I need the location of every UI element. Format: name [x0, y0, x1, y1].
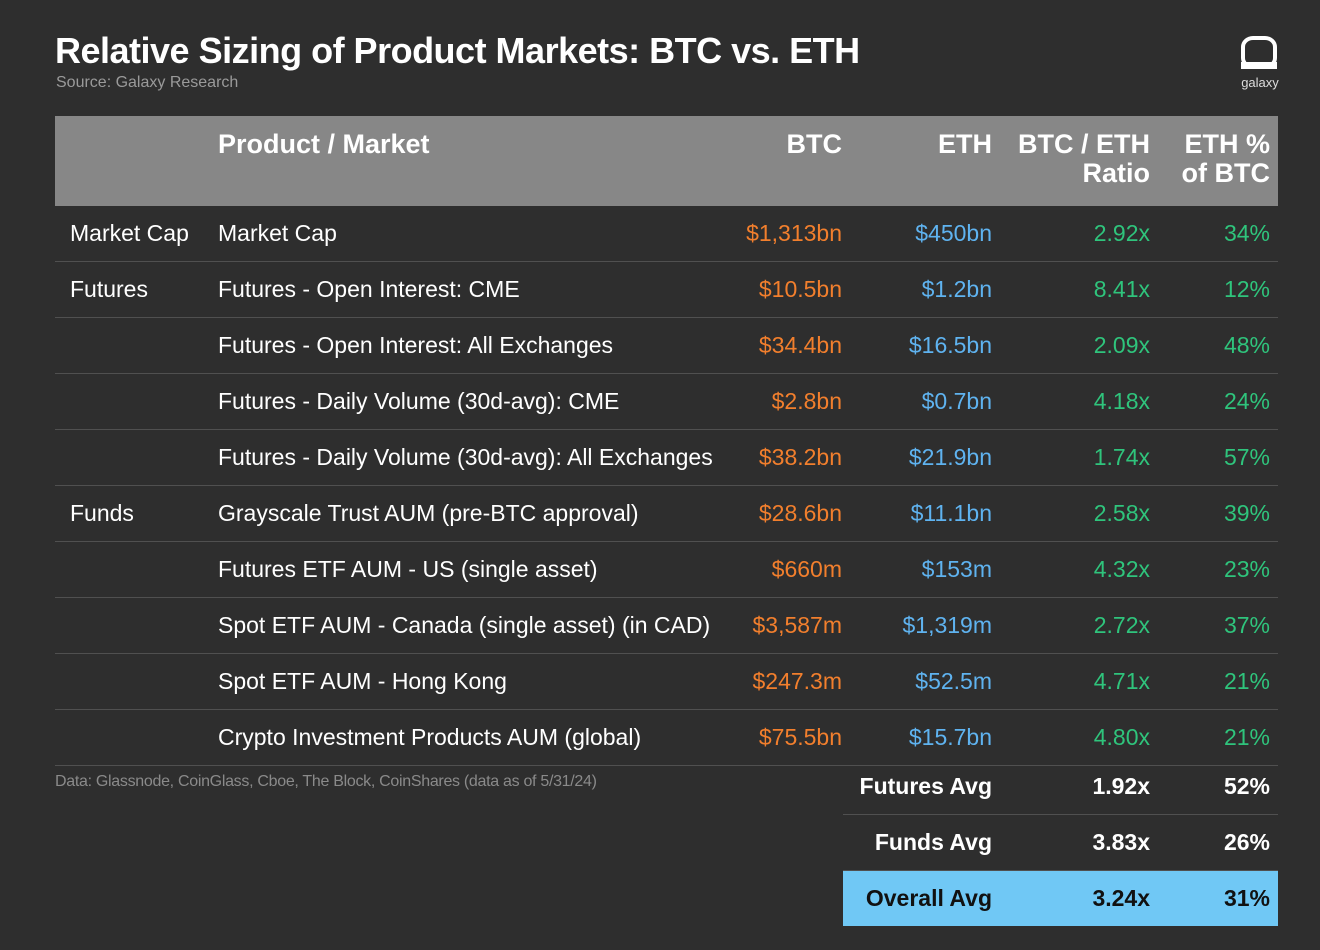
- table-row: Futures - Daily Volume (30d-avg): CME $2.…: [55, 374, 1278, 430]
- row-pct-value: 12%: [1223, 276, 1270, 302]
- row-btc-value: $75.5bn: [758, 724, 842, 750]
- average-ratio: 3.24x: [1092, 885, 1150, 911]
- row-ratio-value: 8.41x: [1093, 276, 1150, 302]
- table-row: Futures - Open Interest: All Exchanges $3…: [55, 318, 1278, 374]
- average-label: Futures Avg: [859, 773, 992, 799]
- row-product: Futures ETF AUM - US (single asset): [218, 556, 598, 582]
- row-pct-value: 21%: [1223, 724, 1270, 750]
- row-ratio-value: 4.80x: [1093, 724, 1150, 750]
- row-btc-value: $34.4bn: [758, 332, 842, 358]
- header-ratio-line2: Ratio: [1082, 158, 1151, 188]
- table-row: Spot ETF AUM - Hong Kong $247.3m $52.5m 4.7…: [55, 654, 1278, 710]
- row-btc-value: $2.8bn: [771, 388, 842, 414]
- galaxy-logo: galaxy: [1236, 34, 1284, 94]
- row-category: Futures: [70, 276, 148, 302]
- galaxy-logo-text: galaxy: [1241, 75, 1279, 90]
- row-pct-value: 24%: [1223, 388, 1270, 414]
- row-product: Market Cap: [218, 220, 337, 246]
- row-product: Futures - Daily Volume (30d-avg): CME: [218, 388, 620, 414]
- row-ratio-value: 2.09x: [1093, 332, 1150, 358]
- row-btc-value: $28.6bn: [758, 500, 842, 526]
- row-pct-value: 23%: [1223, 556, 1270, 582]
- header-pct: ETH % of BTC: [1182, 130, 1270, 188]
- table-row: Spot ETF AUM - Canada (single asset) (in…: [55, 598, 1278, 654]
- row-category: Market Cap: [70, 220, 189, 246]
- page-title: Relative Sizing of Product Markets: BTC …: [55, 30, 860, 71]
- table-row: Funds Grayscale Trust AUM (pre-BTC approv…: [55, 486, 1278, 542]
- header-btc: BTC: [786, 129, 843, 159]
- galaxy-logo-icon: [1241, 36, 1277, 69]
- table-row: Market Cap Market Cap $1,313bn $450bn 2.92x 3…: [55, 206, 1278, 262]
- row-eth-value: $52.5m: [915, 668, 992, 694]
- table-row: Futures ETF AUM - US (single asset) $660m…: [55, 542, 1278, 598]
- row-ratio-value: 4.71x: [1093, 668, 1150, 694]
- row-eth-value: $21.9bn: [908, 444, 992, 470]
- average-ratio: 1.92x: [1092, 773, 1150, 799]
- row-product: Spot ETF AUM - Canada (single asset) (in…: [218, 612, 711, 638]
- average-pct: 26%: [1223, 829, 1270, 855]
- row-eth-value: $1,319m: [902, 612, 992, 638]
- average-ratio: 3.83x: [1092, 829, 1150, 855]
- row-pct-value: 37%: [1223, 612, 1270, 638]
- average-label: Overall Avg: [865, 885, 992, 911]
- row-pct-value: 48%: [1223, 332, 1270, 358]
- row-pct-value: 57%: [1223, 444, 1270, 470]
- row-btc-value: $38.2bn: [758, 444, 842, 470]
- row-ratio-value: 1.74x: [1093, 444, 1150, 470]
- row-btc-value: $660m: [771, 556, 842, 582]
- row-btc-value: $1,313bn: [746, 220, 842, 246]
- table-row: Futures - Daily Volume (30d-avg): All Ex…: [55, 430, 1278, 486]
- comparison-table: Product / Market BTC ETH BTC / ETH Ratio…: [55, 116, 1278, 766]
- row-eth-value: $450bn: [915, 220, 992, 246]
- row-category: Funds: [70, 500, 134, 526]
- row-ratio-value: 2.58x: [1093, 500, 1150, 526]
- row-eth-value: $153m: [921, 556, 992, 582]
- table-body: Market Cap Market Cap $1,313bn $450bn 2.92x 3…: [55, 206, 1278, 766]
- average-row: Funds Avg 3.83x 26%: [843, 815, 1278, 871]
- row-pct-value: 34%: [1223, 220, 1270, 246]
- row-ratio-value: 4.32x: [1093, 556, 1150, 582]
- row-eth-value: $15.7bn: [908, 724, 992, 750]
- row-product: Futures - Open Interest: All Exchanges: [218, 332, 614, 358]
- row-product: Spot ETF AUM - Hong Kong: [218, 668, 507, 694]
- row-btc-value: $247.3m: [752, 668, 842, 694]
- row-ratio-value: 4.18x: [1093, 388, 1150, 414]
- row-eth-value: $0.7bn: [921, 388, 992, 414]
- row-pct-value: 39%: [1223, 500, 1270, 526]
- table-row: Futures Futures - Open Interest: CME $10.5…: [55, 262, 1278, 318]
- average-row: Futures Avg 1.92x 52%: [843, 759, 1278, 815]
- table-row: Crypto Investment Products AUM (global) $…: [55, 710, 1278, 766]
- header-pct-line2: of BTC: [1181, 158, 1270, 188]
- overall-average-row: Overall Avg 3.24x 31%: [843, 871, 1278, 926]
- header-pct-line1: ETH %: [1184, 129, 1270, 159]
- row-eth-value: $11.1bn: [910, 500, 992, 526]
- header-product: Product / Market: [218, 129, 430, 159]
- average-pct: 31%: [1223, 885, 1270, 911]
- row-product: Grayscale Trust AUM (pre-BTC approval): [218, 500, 639, 526]
- average-pct: 52%: [1223, 773, 1270, 799]
- row-eth-value: $1.2bn: [921, 276, 992, 302]
- average-label: Funds Avg: [874, 829, 992, 855]
- row-btc-value: $3,587m: [752, 612, 842, 638]
- row-btc-value: $10.5bn: [758, 276, 842, 302]
- row-ratio-value: 2.72x: [1093, 612, 1150, 638]
- table-header: Product / Market BTC ETH BTC / ETH Ratio…: [55, 116, 1278, 206]
- data-footnote: Data: Glassnode, CoinGlass, Cboe, The Bl…: [55, 773, 597, 790]
- row-eth-value: $16.5bn: [908, 332, 992, 358]
- row-product: Crypto Investment Products AUM (global): [218, 724, 642, 750]
- row-ratio-value: 2.92x: [1093, 220, 1150, 246]
- header-eth: ETH: [938, 129, 992, 159]
- row-product: Futures - Open Interest: CME: [218, 276, 520, 302]
- header-ratio: BTC / ETH Ratio: [1018, 130, 1150, 188]
- source-note: Source: Galaxy Research: [56, 74, 239, 91]
- averages-table: Futures Avg 1.92x 52% Funds Avg 3.83x 26% Over…: [843, 759, 1278, 926]
- header-ratio-line1: BTC / ETH: [1018, 129, 1150, 159]
- row-pct-value: 21%: [1223, 668, 1270, 694]
- row-product: Futures - Daily Volume (30d-avg): All Ex…: [218, 444, 713, 470]
